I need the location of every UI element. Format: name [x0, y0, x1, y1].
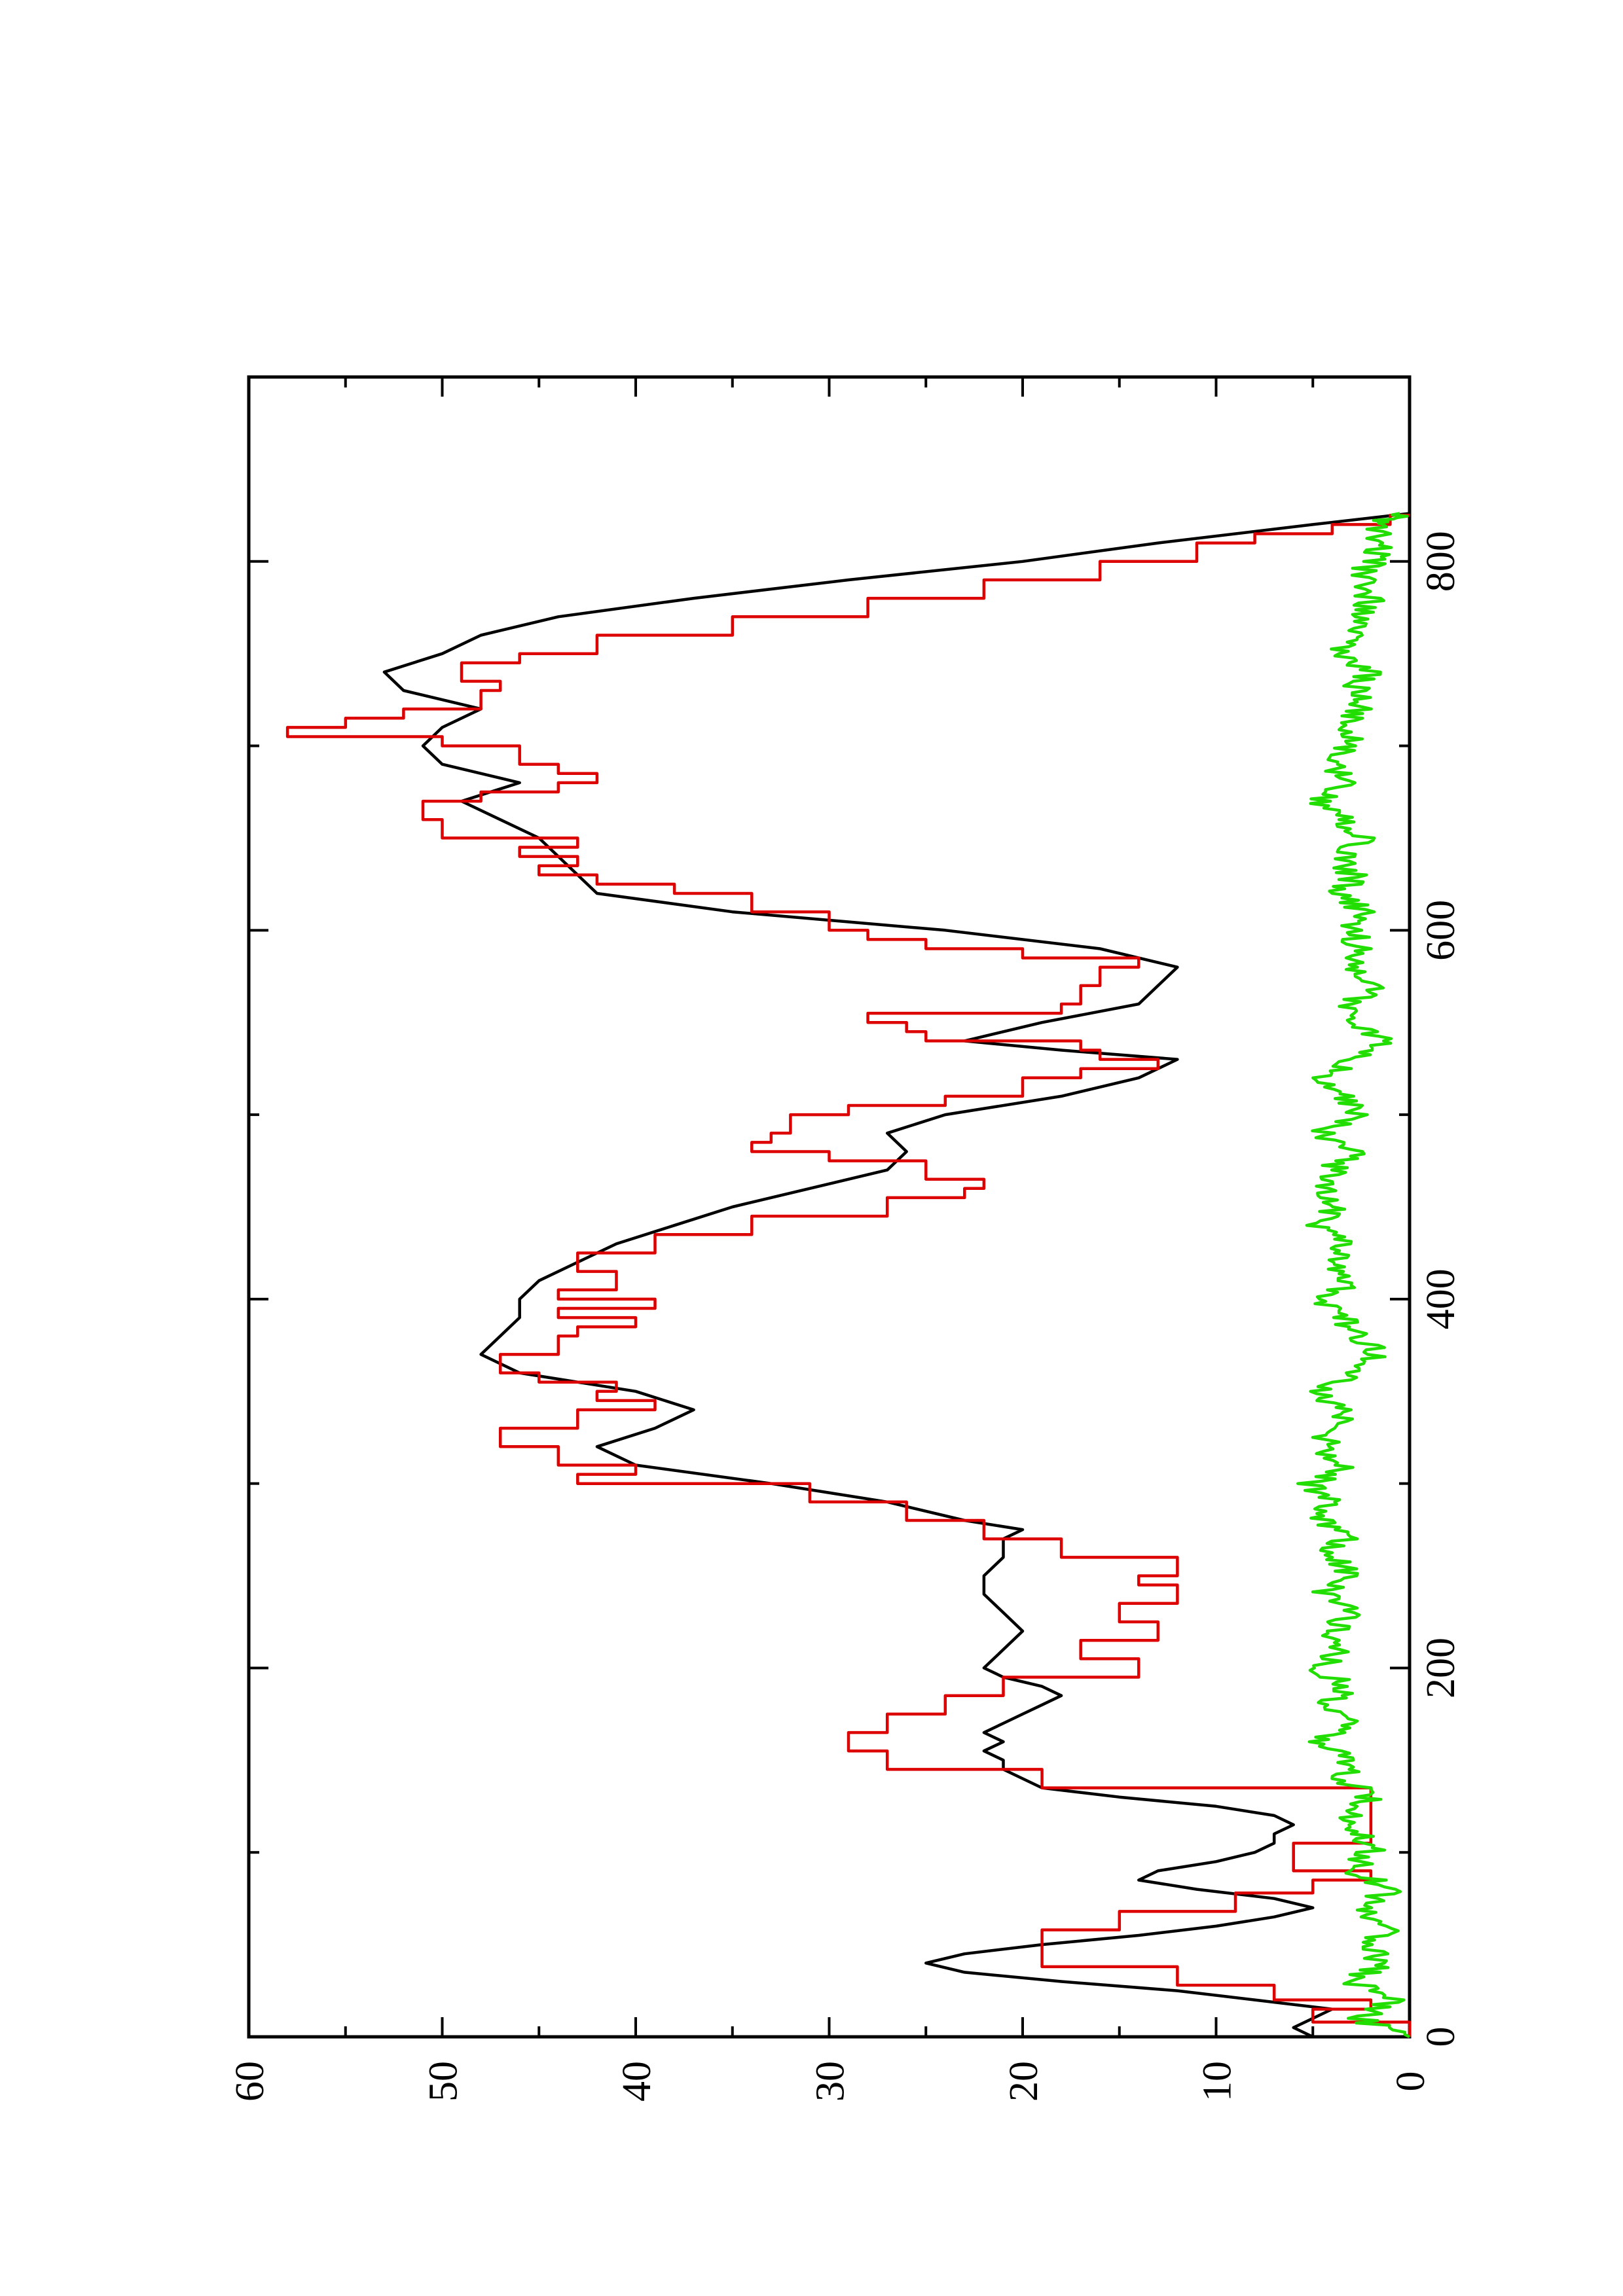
y-tick-label: 10: [1195, 2061, 1240, 2102]
x-tick-label: 200: [1419, 1638, 1463, 1698]
x-tick-label: 800: [1419, 531, 1463, 592]
y-tick-label: 50: [422, 2061, 466, 2102]
y-tick-label: 40: [615, 2061, 659, 2102]
y-tick-label: 20: [1002, 2061, 1046, 2102]
axis-tick-labels: 0 200 400 600 800 0 10 20 30 40 50 60: [228, 531, 1463, 2102]
x-tick-label: 400: [1419, 1268, 1463, 1329]
series-layer: [285, 512, 1412, 2039]
green-series-line: [1296, 512, 1410, 2039]
red-series-line: [285, 514, 1412, 2037]
black-series-line: [382, 512, 1410, 2039]
x-tick-label: 600: [1419, 900, 1463, 961]
axis-ticks: [247, 377, 1411, 2038]
x-tick-label: 0: [1419, 2027, 1463, 2047]
y-tick-label: 30: [809, 2061, 853, 2102]
y-tick-label: 60: [228, 2061, 272, 2102]
y-tick-label: 0: [1389, 2072, 1433, 2092]
